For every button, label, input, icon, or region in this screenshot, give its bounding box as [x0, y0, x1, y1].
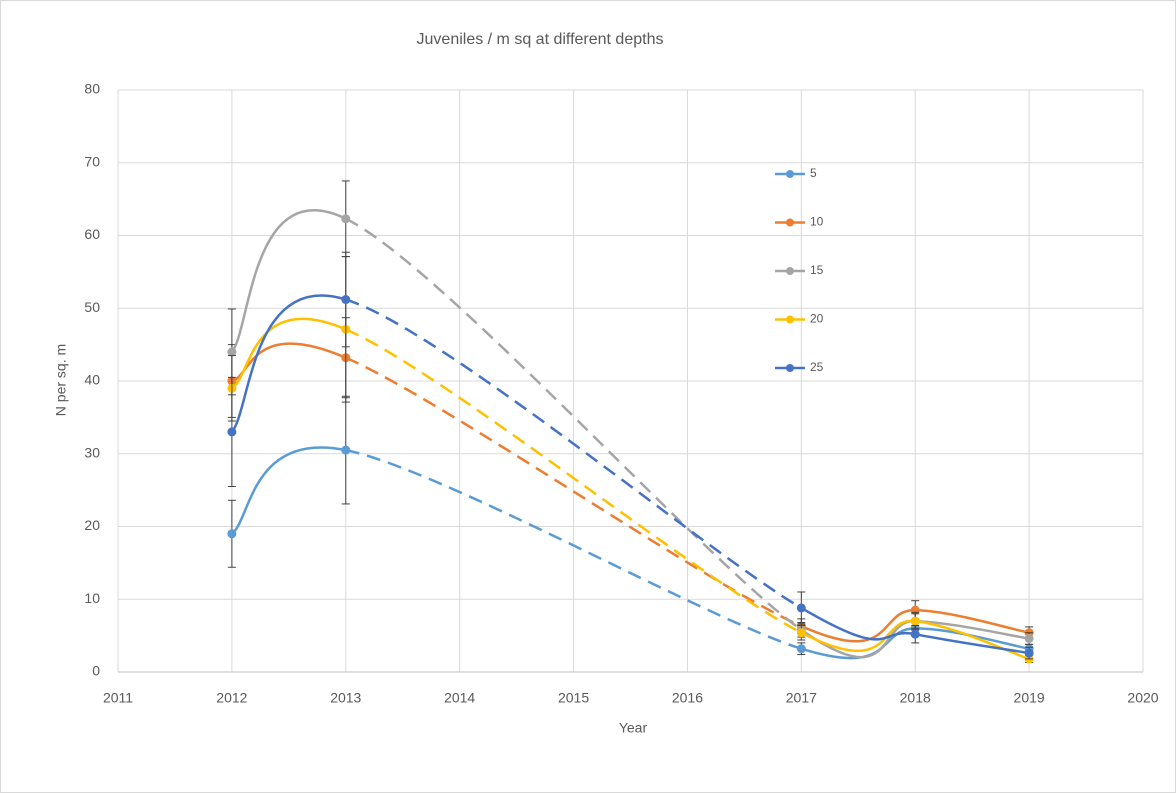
x-tick-label: 2017: [786, 690, 817, 706]
legend-marker: [786, 218, 794, 227]
y-tick-label: 50: [84, 299, 100, 315]
line-segment: [915, 627, 1030, 650]
line-segment: [915, 619, 1030, 661]
legend-label: 5: [810, 166, 817, 180]
point: [227, 529, 237, 539]
point: [796, 603, 806, 613]
point: [910, 616, 920, 626]
point: [227, 427, 237, 437]
legend-label: 20: [810, 312, 824, 326]
point: [796, 644, 806, 654]
line-segment: [231, 317, 347, 390]
line-segment: [915, 608, 1030, 634]
line-segment: [800, 606, 916, 641]
chart-title: Juveniles / m sq at different depths: [417, 31, 664, 48]
y-tick-label: 80: [84, 81, 100, 97]
line-segment: [345, 298, 802, 610]
x-tick-label: 2012: [216, 690, 247, 706]
y-tick-label: 0: [92, 663, 100, 679]
x-tick-label: 2018: [900, 690, 931, 706]
y-tick-label: 10: [84, 590, 100, 606]
point: [796, 628, 806, 638]
legend-label: 25: [810, 360, 824, 374]
line-segment: [800, 619, 916, 659]
legend-marker: [786, 315, 794, 324]
point: [341, 295, 351, 305]
point: [1024, 648, 1034, 658]
y-tick-label: 40: [84, 372, 100, 388]
legend-marker: [786, 170, 794, 178]
line-segment: [345, 217, 803, 631]
line-segment: [345, 448, 802, 650]
y-tick-label: 20: [84, 517, 100, 533]
x-axis-label: Year: [619, 720, 648, 736]
line-segment: [345, 328, 802, 634]
x-tick-label: 2013: [330, 690, 361, 706]
x-tick-label: 2011: [103, 690, 133, 706]
line-segment: [800, 619, 916, 653]
point: [910, 629, 920, 639]
legend-marker: [786, 267, 794, 275]
point: [227, 347, 237, 357]
x-tick-label: 2016: [672, 690, 703, 706]
legend-label: 15: [810, 263, 824, 277]
x-tick-label: 2020: [1127, 690, 1158, 706]
y-axis-label: N per sq. m: [53, 344, 69, 416]
legend-marker: [786, 364, 794, 372]
y-tick-label: 60: [84, 226, 100, 242]
y-tick-label: 30: [84, 444, 100, 460]
line-segment: [231, 446, 347, 535]
line-segment: [914, 632, 1030, 655]
point: [341, 445, 351, 455]
y-tick-label: 70: [84, 153, 100, 169]
point: [341, 214, 351, 224]
line-segment: [345, 356, 802, 628]
line-segment: [230, 209, 347, 353]
x-tick-label: 2014: [444, 690, 475, 706]
line-segment: [230, 294, 347, 433]
legend-label: 10: [810, 215, 824, 229]
point: [1024, 634, 1034, 644]
line-segment: [231, 342, 347, 383]
x-tick-label: 2015: [558, 690, 589, 706]
x-tick-label: 2019: [1014, 690, 1045, 706]
line-segment: [800, 608, 916, 643]
